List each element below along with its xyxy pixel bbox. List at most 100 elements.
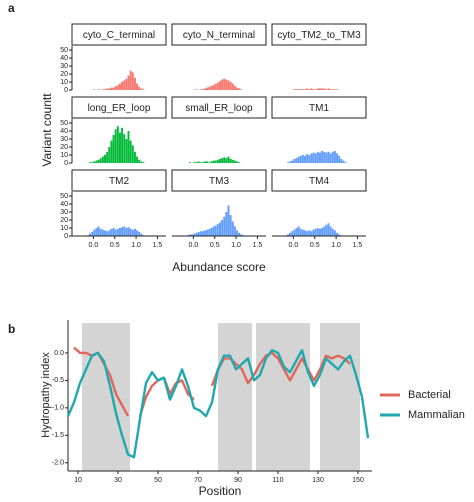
- bar: [206, 161, 209, 163]
- bar: [231, 159, 234, 163]
- bar: [286, 234, 289, 236]
- bar: [195, 162, 198, 163]
- bar: [323, 151, 326, 163]
- bar: [114, 129, 117, 163]
- bar: [231, 221, 234, 236]
- facet-strip: [171, 23, 267, 46]
- facet-strip: [71, 23, 167, 46]
- y-tick-label: -2.0: [52, 460, 64, 467]
- y-tick-label: 0: [64, 160, 68, 167]
- bar: [333, 89, 336, 90]
- bar: [291, 231, 294, 236]
- bar: [110, 228, 113, 236]
- facet-strip: [71, 96, 167, 119]
- facet-title: TM1: [309, 103, 329, 114]
- x-tick-label: 50: [154, 477, 162, 484]
- y-tick-label: 10: [60, 152, 68, 159]
- bar: [236, 161, 239, 163]
- facet-title: cyto_TM2_to_TM3: [277, 30, 361, 41]
- bar: [110, 87, 113, 90]
- bar: [321, 151, 324, 163]
- bar: [240, 89, 243, 90]
- bar: [210, 86, 213, 90]
- y-tick-label: 20: [60, 144, 68, 151]
- bar: [106, 231, 109, 236]
- bar: [338, 234, 341, 236]
- bar: [104, 155, 106, 163]
- bar: [140, 161, 143, 163]
- bar: [293, 229, 296, 236]
- facet-title: TM3: [209, 176, 229, 187]
- facet-strip: [271, 169, 367, 192]
- bar: [123, 134, 126, 163]
- bar: [127, 75, 130, 90]
- bar: [106, 88, 109, 90]
- bar: [138, 86, 141, 90]
- facet-title: cyto_N_terminal: [183, 30, 255, 41]
- bar: [293, 159, 296, 163]
- bar: [140, 233, 143, 236]
- legend-label: Mammalian: [408, 409, 465, 421]
- bar: [191, 234, 194, 236]
- y-tick-label: -1.5: [52, 432, 64, 439]
- bar: [323, 88, 326, 90]
- bar: [201, 89, 204, 90]
- bar: [95, 160, 98, 163]
- y-tick-label: 50: [60, 47, 68, 54]
- bar: [301, 229, 304, 236]
- y-tick-label: 30: [60, 136, 68, 143]
- bar: [221, 158, 224, 163]
- bar: [310, 231, 313, 236]
- x-tick-label: 0.5: [310, 242, 320, 249]
- bar: [314, 228, 317, 236]
- shaded-region: [320, 323, 360, 471]
- bar: [129, 228, 132, 236]
- bar: [189, 234, 192, 236]
- bar: [238, 162, 241, 163]
- bar: [142, 162, 145, 163]
- bar: [319, 152, 321, 163]
- bar: [312, 152, 315, 163]
- bar: [195, 89, 198, 90]
- bar: [89, 162, 92, 163]
- bar: [316, 151, 319, 163]
- bar: [321, 228, 324, 236]
- facet-strip: [271, 23, 367, 46]
- bar: [236, 230, 239, 236]
- bar: [338, 155, 341, 163]
- x-tick-label: 0.0: [88, 242, 98, 249]
- bar: [197, 232, 200, 236]
- bar: [227, 80, 230, 90]
- bar: [138, 159, 141, 163]
- bar: [125, 228, 128, 236]
- bar: [325, 224, 328, 236]
- y-tick-label: 50: [60, 193, 68, 200]
- bar: [316, 228, 319, 236]
- bar: [236, 87, 239, 90]
- bar: [91, 162, 94, 163]
- x-tick-label: 110: [272, 477, 283, 484]
- bar: [329, 226, 332, 236]
- bar: [293, 89, 296, 90]
- bar: [342, 160, 345, 163]
- y-tick-label: 10: [60, 79, 68, 86]
- bar: [314, 153, 317, 163]
- bar: [208, 228, 211, 236]
- bar: [104, 230, 106, 236]
- bar: [106, 151, 109, 163]
- bar: [210, 228, 213, 236]
- bar: [214, 83, 217, 90]
- bar: [119, 83, 121, 90]
- bar: [214, 160, 217, 163]
- facet-strip: [171, 169, 267, 192]
- bar: [119, 132, 121, 163]
- bar: [308, 230, 311, 236]
- y-tick-label: 30: [60, 209, 68, 216]
- bar: [133, 228, 136, 236]
- bar: [233, 86, 236, 90]
- bar: [129, 70, 132, 90]
- y-tick-label: -0.5: [52, 377, 64, 384]
- bar: [212, 160, 215, 163]
- bar: [312, 229, 315, 236]
